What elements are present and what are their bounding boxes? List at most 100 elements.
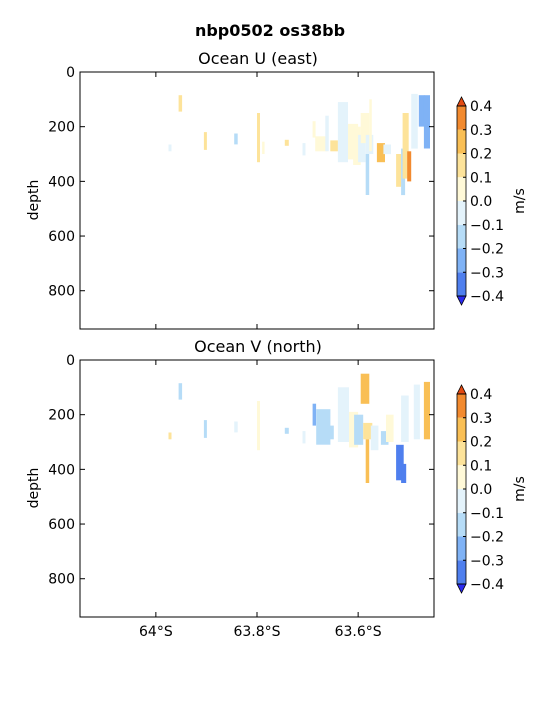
- y-axis: 0 200 400 600 800: [48, 353, 434, 588]
- y-tick-label: 600: [48, 229, 75, 245]
- x-tick-label: 64°S: [139, 624, 173, 640]
- heatmap-cell: [354, 414, 364, 445]
- colorbar-tick-label: 0.3: [470, 123, 492, 139]
- y-axis: 0 200 400 600 800: [48, 65, 434, 300]
- heatmap-cell: [358, 134, 366, 163]
- heatmap-cell: [402, 113, 409, 179]
- plot-area: [80, 360, 434, 617]
- heatmap-cell: [302, 431, 306, 444]
- figure-suptitle: nbp0502 os38bb: [195, 21, 345, 40]
- heatmap-cell: [203, 420, 207, 438]
- heatmap-cell: [363, 422, 373, 440]
- heatmap-cell: [337, 102, 348, 163]
- heatmap-cell: [325, 115, 329, 152]
- y-tick-label: 800: [48, 572, 75, 588]
- colorbar-band: [457, 153, 466, 178]
- colorbar-band: [457, 129, 466, 154]
- heatmap-cell: [178, 95, 183, 112]
- heatmap-cell: [423, 95, 430, 149]
- heatmap-cells: [168, 93, 430, 196]
- colorbar-band: [457, 394, 466, 418]
- heatmap-cell: [312, 121, 316, 138]
- heatmap-cell: [168, 432, 172, 440]
- colorbar-band: [457, 536, 466, 561]
- heatmap-cell: [369, 99, 372, 152]
- y-tick-label: 400: [48, 462, 75, 478]
- heatmap-cell: [302, 143, 306, 156]
- y-tick-label: 400: [48, 174, 75, 190]
- heatmap-cell: [407, 151, 412, 182]
- y-tick-label: 800: [48, 284, 75, 300]
- colorbar-tick-label: −0.3: [470, 553, 504, 569]
- colorbar-band: [457, 272, 466, 296]
- colorbar-tick-label: −0.3: [470, 265, 504, 281]
- heatmap-cell: [315, 136, 328, 152]
- colorbar-tick-label: 0.0: [470, 482, 492, 498]
- colorbar-label: m/s: [512, 188, 528, 214]
- heatmap-cell: [418, 95, 425, 127]
- y-tick-label: 0: [66, 65, 75, 81]
- heatmap-cell: [322, 425, 334, 440]
- colorbar-tick-label: 0.1: [470, 170, 492, 186]
- heatmap-cell: [365, 154, 370, 195]
- colorbar-band: [457, 177, 466, 201]
- colorbar-tick-label: 0.4: [470, 387, 492, 403]
- colorbar-tick-label: −0.1: [470, 506, 504, 522]
- colorbar-label: m/s: [512, 476, 528, 502]
- colorbar-tick-label: −0.1: [470, 218, 504, 234]
- heatmap-cell: [257, 401, 260, 451]
- heatmap-cell: [234, 133, 238, 145]
- colorbar-extend-min: [456, 295, 467, 306]
- colorbar-band: [457, 417, 466, 442]
- heatmap-cell: [423, 381, 430, 440]
- heatmap-cell: [168, 144, 172, 152]
- panel-ocean-v: Ocean V (north) 0 200 400 600 800 64°S 63.8°S…: [26, 337, 528, 640]
- heatmap-cell: [348, 123, 359, 160]
- heatmap-cell: [234, 421, 238, 433]
- colorbar-extend-max: [456, 384, 467, 395]
- heatmap-cell: [257, 113, 260, 163]
- panel-title: Ocean V (north): [194, 337, 322, 356]
- heatmap-cell: [401, 463, 407, 483]
- colorbar-band: [457, 224, 466, 249]
- colorbar-band: [457, 441, 466, 466]
- heatmap-cell: [401, 395, 409, 442]
- x-tick-label: 63.6°S: [335, 624, 382, 640]
- heatmap-cell: [376, 143, 385, 163]
- colorbar: −0.4 −0.3 −0.2 −0.1 0.0 0.1 0.2 0.3 0.4 m/s: [456, 384, 528, 594]
- colorbar-extend-min: [456, 583, 467, 594]
- colorbar-band: [457, 560, 466, 584]
- heatmap-cell: [380, 431, 389, 445]
- colorbar-band: [457, 512, 466, 537]
- colorbar-tick-label: 0.2: [470, 147, 492, 163]
- colorbar-band: [457, 201, 466, 225]
- x-axis: 64°S 63.8°S 63.6°S: [139, 360, 382, 640]
- y-axis-label: depth: [26, 180, 42, 221]
- colorbar-tick-label: −0.2: [470, 242, 504, 258]
- y-tick-label: 600: [48, 517, 75, 533]
- heatmap-cell: [262, 141, 265, 154]
- panel-title: Ocean U (east): [198, 49, 318, 68]
- heatmap-cell: [284, 427, 289, 434]
- heatmap-cell: [365, 439, 370, 483]
- colorbar-band: [457, 489, 466, 513]
- x-tick-label: 63.8°S: [233, 624, 280, 640]
- heatmap-cell: [413, 384, 420, 440]
- heatmap-cell: [353, 126, 361, 165]
- heatmap-cells: [168, 373, 430, 483]
- heatmap-cell: [203, 132, 207, 150]
- colorbar-extend-max: [456, 96, 467, 107]
- heatmap-cell: [284, 139, 289, 146]
- colorbar-band: [457, 465, 466, 489]
- heatmap-cell: [312, 403, 317, 426]
- heatmap-cell: [383, 144, 391, 155]
- colorbar-tick-label: 0.2: [470, 435, 492, 451]
- colorbar-tick-label: −0.4: [470, 289, 504, 305]
- x-axis: [155, 72, 359, 329]
- heatmap-cell: [337, 387, 349, 442]
- y-axis-label: depth: [26, 468, 42, 509]
- heatmap-cell: [411, 93, 418, 149]
- y-tick-label: 0: [66, 353, 75, 369]
